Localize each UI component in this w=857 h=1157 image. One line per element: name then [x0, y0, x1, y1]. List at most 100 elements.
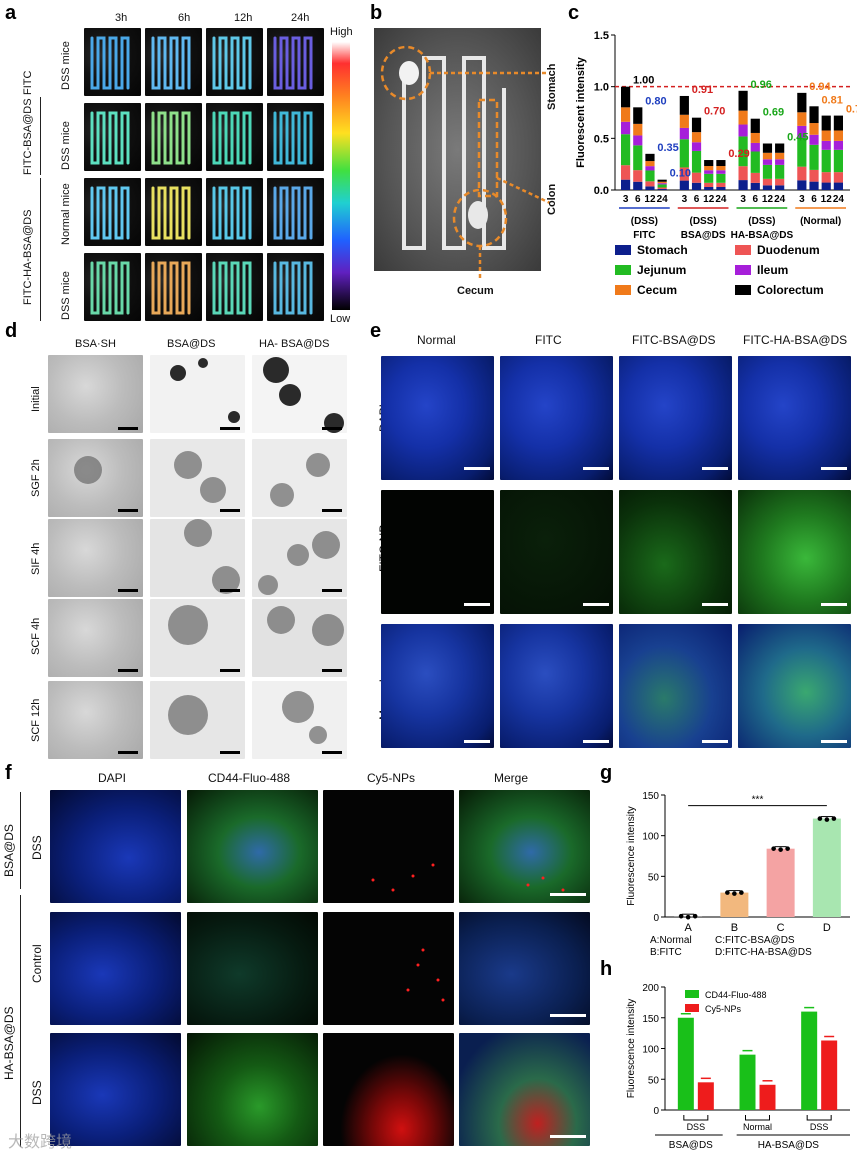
bar-segment — [775, 178, 785, 186]
bar-segment — [691, 142, 702, 151]
colorbar-high-label: High — [330, 26, 353, 38]
col-label-ha-bsa-ds: HA- BSA@DS — [259, 338, 330, 350]
if-image — [50, 1033, 181, 1146]
legend-label: Ileum — [757, 263, 788, 277]
if-image — [459, 1033, 590, 1146]
data-point — [785, 846, 790, 851]
fluorescence-image — [619, 490, 732, 614]
data-point — [778, 847, 783, 852]
bar-segment — [738, 166, 748, 181]
intestine-photo-outline — [399, 56, 506, 250]
tem-particles — [74, 357, 344, 744]
data-point — [824, 817, 830, 822]
scale-bar — [464, 603, 490, 606]
group-label: HA-BSA@DS — [758, 1140, 820, 1151]
x-tick-label: D — [823, 922, 831, 934]
legend-swatch — [735, 265, 751, 275]
bar — [766, 848, 795, 917]
scale-bar — [702, 740, 728, 743]
bar-segment — [762, 164, 773, 179]
legend-swatch — [685, 990, 699, 998]
bar-segment — [633, 135, 643, 146]
y-tick-label: 100 — [642, 1045, 659, 1056]
data-label: 0.96 — [751, 79, 772, 91]
bar-segment — [797, 125, 807, 138]
scale-bar — [821, 603, 847, 606]
x-tick-label: 3 — [740, 194, 746, 205]
panel-label-c: c — [568, 2, 580, 24]
x-tick-label: 3 — [623, 194, 629, 205]
bar-segment — [821, 149, 831, 173]
bar-segment — [775, 164, 785, 179]
y-tick-label: 0 — [653, 913, 659, 924]
x-tick-label: 24 — [715, 194, 727, 205]
bar-segment — [645, 186, 655, 190]
bar-segment — [775, 152, 785, 160]
data-point — [771, 846, 776, 851]
time-label-12h: 12h — [234, 12, 253, 24]
scale-bar — [220, 669, 240, 672]
bar-segment — [833, 172, 843, 183]
bar-segment — [691, 117, 702, 133]
tem-image — [48, 519, 143, 597]
scale-bar — [550, 1014, 586, 1017]
panel-label-b: b — [370, 2, 383, 24]
tem-image — [48, 681, 143, 759]
y-tick-label: 150 — [642, 791, 659, 802]
if-image — [187, 1033, 318, 1146]
bar-segment — [775, 185, 785, 190]
data-label: 0.29 — [728, 148, 749, 160]
x-tick-label: 6 — [811, 194, 817, 205]
bar-segment — [738, 136, 748, 167]
panel-label-e: e — [370, 320, 382, 342]
colon-label: Colon — [546, 183, 558, 215]
bar-chart-g: Fluorescence intensity 0 50 100 150 A B C D *** A:… — [626, 791, 850, 958]
y-tick-label: 150 — [642, 1014, 659, 1025]
bar-segment — [691, 182, 702, 190]
y-tick-label: 50 — [648, 1075, 660, 1086]
legend-swatch — [615, 265, 631, 275]
bar-segment — [645, 181, 655, 187]
scale-bar — [118, 751, 138, 754]
bar-segment — [691, 150, 702, 173]
bar-segment — [738, 110, 748, 125]
y-tick-label: 0.5 — [594, 133, 609, 145]
scale-bar — [821, 740, 847, 743]
scale-bar — [322, 669, 342, 672]
if-image — [323, 912, 454, 1025]
bar-segment — [775, 143, 785, 153]
bar-segment — [833, 140, 843, 150]
bar-segment — [633, 170, 643, 182]
group-divider-1 — [40, 97, 41, 175]
bar-segment — [762, 178, 773, 186]
data-point — [817, 816, 823, 821]
legend-swatch — [735, 285, 751, 295]
group-divider-bsa — [20, 792, 21, 889]
col-label-normal: Normal — [417, 333, 456, 347]
bar — [812, 818, 841, 917]
legend-swatch — [615, 245, 631, 255]
legend-label: Stomach — [637, 243, 688, 257]
fluorescence-image — [619, 624, 732, 748]
bar-segment — [833, 130, 843, 141]
legend-line: C:FITC-BSA@DS — [715, 935, 795, 946]
bar-segment — [645, 161, 655, 167]
bar-segment — [809, 169, 819, 182]
scale-bar — [118, 509, 138, 512]
panel-label-a: a — [5, 2, 17, 24]
scale-bar — [220, 509, 240, 512]
col-label-bsa-ds: BSA@DS — [167, 338, 216, 350]
x-tick-label: DSS — [687, 1122, 706, 1132]
y-tick-label: 1.5 — [594, 30, 609, 42]
fluorescence-image — [500, 490, 613, 614]
legend-label: Colorectum — [757, 283, 824, 297]
bar-segment — [704, 182, 714, 188]
bar-segment — [750, 172, 760, 183]
legend-swatch — [735, 245, 751, 255]
scale-bar — [118, 589, 138, 592]
time-label-24h: 24h — [291, 12, 310, 24]
bar-segment — [657, 184, 667, 188]
legend-line: B:FITC — [650, 947, 682, 958]
bar-segment — [645, 166, 655, 171]
col-label-merge: Merge — [494, 771, 529, 785]
